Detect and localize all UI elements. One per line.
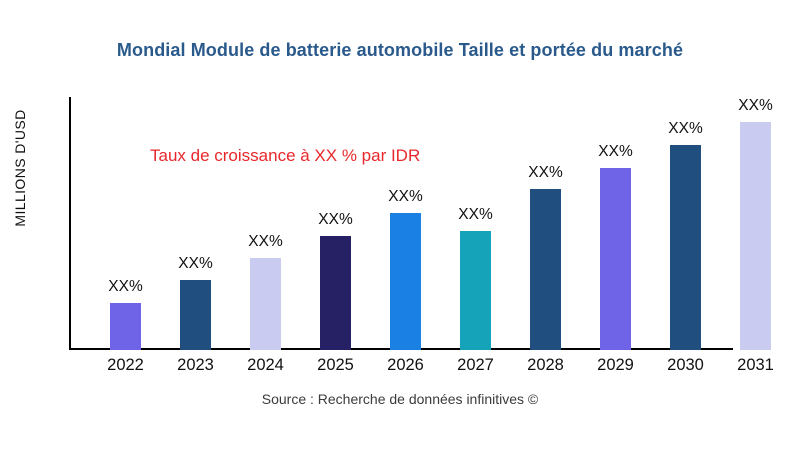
growth-rate-annotation: Taux de croissance à XX % par IDR [150, 146, 421, 165]
y-axis-label: MILLIONS D'USD [12, 109, 28, 227]
x-tick-label-2027: 2027 [457, 356, 494, 374]
chart-title: Mondial Module de batterie automobile Ta… [116, 40, 684, 60]
x-tick-label-2023: 2023 [177, 356, 214, 374]
y-axis-line [69, 97, 71, 350]
bar-value-label-2024: XX% [248, 233, 283, 250]
bar-2031 [740, 122, 771, 350]
bar-2027 [460, 231, 491, 350]
bar-value-label-2030: XX% [668, 120, 703, 137]
bar-value-label-2023: XX% [178, 255, 213, 272]
bar-value-label-2031: XX% [738, 97, 773, 114]
bar-value-label-2026: XX% [388, 188, 423, 205]
bar-value-label-2029: XX% [598, 143, 633, 160]
bar-2028 [530, 189, 561, 350]
bar-2023 [180, 280, 211, 350]
bar-2029 [600, 168, 631, 350]
bar-2030 [670, 145, 701, 350]
x-tick-label-2025: 2025 [317, 356, 354, 374]
x-tick-label-2028: 2028 [527, 356, 564, 374]
bar-value-label-2027: XX% [458, 206, 493, 223]
x-tick-label-2030: 2030 [667, 356, 704, 374]
x-tick-label-2031: 2031 [737, 356, 774, 374]
bar-value-label-2028: XX% [528, 164, 563, 181]
bar-value-label-2022: XX% [108, 278, 143, 295]
x-tick-label-2026: 2026 [387, 356, 424, 374]
bar-2025 [320, 236, 351, 350]
bar-2026 [390, 213, 421, 350]
bar-2024 [250, 258, 281, 350]
x-tick-label-2024: 2024 [247, 356, 284, 374]
x-tick-label-2029: 2029 [597, 356, 634, 374]
bar-2022 [110, 303, 141, 350]
source-note: Source : Recherche de données infinitive… [261, 391, 539, 407]
x-tick-label-2022: 2022 [107, 356, 144, 374]
bar-value-label-2025: XX% [318, 211, 353, 228]
